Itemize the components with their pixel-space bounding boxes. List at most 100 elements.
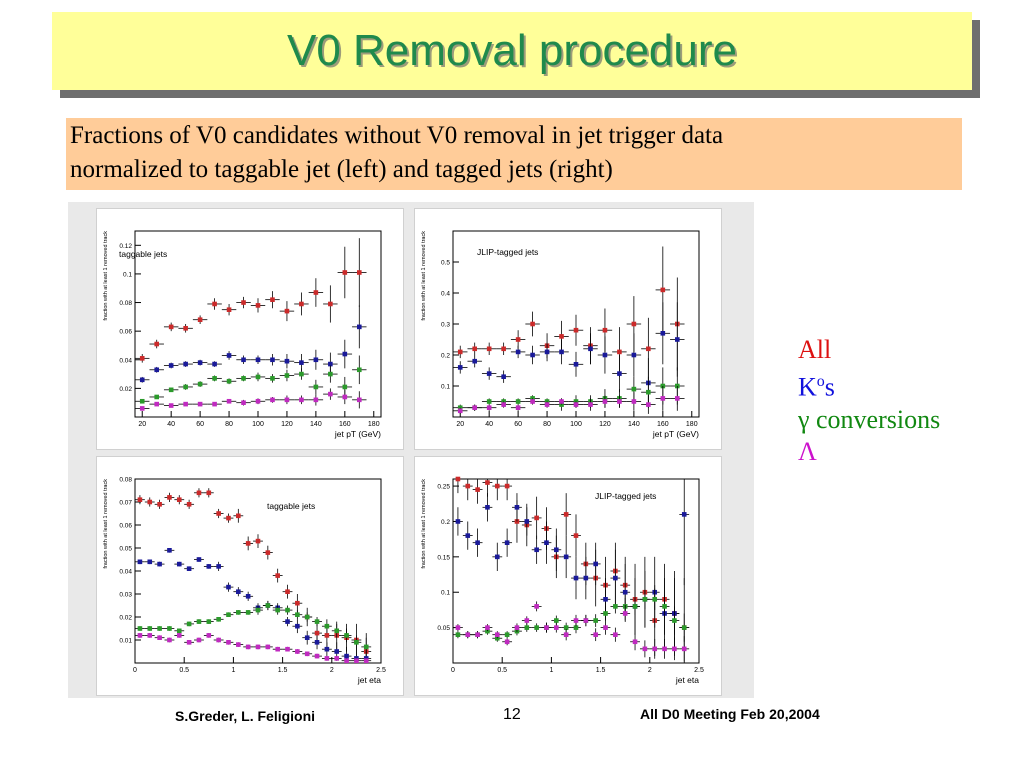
x-tick-label: 20 bbox=[138, 421, 146, 428]
data-point-k0s bbox=[255, 357, 261, 363]
data-point-lambda bbox=[154, 401, 160, 407]
legend-gamma-label: γ conversions bbox=[798, 404, 941, 434]
data-point-gamma bbox=[593, 618, 598, 623]
data-point-k0s bbox=[344, 653, 349, 659]
data-point-all bbox=[534, 515, 539, 521]
data-point-lambda bbox=[524, 618, 530, 623]
data-point-all bbox=[313, 290, 319, 295]
data-point-gamma bbox=[176, 628, 182, 634]
data-point-lambda bbox=[504, 639, 510, 645]
x-tick-label: 2.5 bbox=[376, 667, 386, 674]
x-tick-label: 1 bbox=[231, 667, 235, 674]
data-point-lambda bbox=[255, 398, 261, 404]
legend-k0s-sup: o bbox=[816, 373, 825, 390]
legend-k0s: Kos bbox=[798, 366, 940, 404]
series-lambda bbox=[135, 633, 372, 663]
data-point-k0s bbox=[602, 352, 608, 358]
x-tick-label: 0.5 bbox=[179, 667, 189, 674]
plot-title: JLIP-tagged jets bbox=[595, 491, 656, 501]
data-point-lambda bbox=[139, 406, 145, 411]
data-point-k0s bbox=[501, 374, 506, 379]
data-point-k0s bbox=[324, 646, 330, 652]
data-point-lambda bbox=[573, 402, 579, 407]
data-point-lambda bbox=[342, 394, 348, 400]
data-point-lambda bbox=[314, 653, 320, 659]
data-point-all bbox=[465, 483, 471, 489]
data-point-all bbox=[245, 541, 251, 546]
data-point-gamma bbox=[603, 611, 608, 616]
data-point-k0s bbox=[573, 362, 579, 367]
data-point-lambda bbox=[206, 633, 212, 638]
data-point-gamma bbox=[662, 604, 667, 609]
data-point-gamma bbox=[504, 632, 510, 637]
data-point-gamma bbox=[631, 386, 637, 392]
data-point-k0s bbox=[674, 337, 680, 342]
data-point-lambda bbox=[167, 637, 172, 643]
data-point-lambda bbox=[602, 399, 608, 404]
data-point-all bbox=[212, 301, 217, 307]
chart-panel-taggable-eta: 0.01 0.02 0.03 0.04 0.05 0.06 0.07 0.08 0 0.5 1 1.5… bbox=[96, 456, 404, 696]
data-point-lambda bbox=[147, 633, 153, 638]
data-point-gamma bbox=[646, 389, 651, 395]
y-tick-label: 0.3 bbox=[441, 322, 450, 329]
data-point-gamma bbox=[672, 618, 677, 623]
chart-svg: 0.02 0.04 0.06 0.08 0.1 0.12 20 40 60 80 100 120 140… bbox=[103, 230, 382, 439]
data-point-gamma bbox=[236, 610, 241, 615]
data-point-gamma bbox=[515, 399, 521, 404]
data-point-gamma bbox=[265, 603, 271, 608]
data-point-gamma bbox=[344, 633, 349, 638]
data-point-all bbox=[573, 533, 579, 538]
data-point-k0s bbox=[226, 353, 232, 358]
x-tick-label: 1 bbox=[549, 667, 553, 674]
y-tick-label: 0.05 bbox=[119, 546, 132, 553]
data-point-k0s bbox=[504, 540, 510, 545]
series-lambda bbox=[453, 386, 685, 414]
x-tick-label: 60 bbox=[514, 421, 522, 428]
data-point-lambda bbox=[457, 408, 463, 414]
data-point-k0s bbox=[154, 367, 160, 373]
x-tick-label: 0 bbox=[451, 667, 455, 674]
data-point-lambda bbox=[236, 642, 241, 647]
data-point-lambda bbox=[328, 391, 333, 397]
data-point-lambda bbox=[652, 646, 658, 652]
x-tick-label: 20 bbox=[456, 421, 464, 428]
data-point-gamma bbox=[167, 626, 172, 631]
data-point-lambda bbox=[255, 644, 261, 650]
x-tick-label: 2 bbox=[330, 667, 334, 674]
data-point-k0s bbox=[622, 589, 628, 595]
data-point-lambda bbox=[583, 618, 589, 623]
y-tick-label: 0.15 bbox=[437, 554, 450, 561]
data-point-all bbox=[472, 346, 478, 352]
data-point-k0s bbox=[465, 533, 471, 538]
data-point-lambda bbox=[514, 625, 520, 630]
data-point-all bbox=[137, 497, 143, 502]
data-point-lambda bbox=[617, 399, 622, 404]
data-point-gamma bbox=[342, 384, 348, 390]
data-point-k0s bbox=[514, 505, 520, 510]
data-point-gamma bbox=[304, 614, 310, 620]
data-point-k0s bbox=[524, 519, 530, 524]
data-point-gamma bbox=[139, 398, 145, 404]
data-point-k0s bbox=[245, 594, 251, 599]
data-point-gamma bbox=[299, 371, 304, 377]
y-tick-label: 0.02 bbox=[119, 386, 132, 393]
data-point-gamma bbox=[554, 618, 559, 623]
data-point-all bbox=[186, 502, 192, 507]
x-tick-label: 40 bbox=[167, 421, 175, 428]
plot-frame bbox=[134, 230, 382, 418]
data-point-k0s bbox=[588, 346, 593, 352]
x-axis-label: jet pT (GeV) bbox=[334, 429, 381, 439]
data-point-lambda bbox=[197, 401, 203, 407]
data-point-gamma bbox=[255, 607, 261, 613]
data-point-lambda bbox=[681, 646, 687, 652]
data-point-k0s bbox=[472, 358, 478, 364]
data-point-all bbox=[241, 300, 246, 305]
x-axis-label: jet eta bbox=[357, 675, 381, 685]
data-point-k0s bbox=[559, 349, 564, 355]
data-point-all bbox=[617, 349, 622, 355]
series-lambda bbox=[135, 388, 367, 411]
x-tick-label: 60 bbox=[196, 421, 204, 428]
data-point-k0s bbox=[486, 371, 492, 376]
data-point-lambda bbox=[284, 397, 290, 403]
